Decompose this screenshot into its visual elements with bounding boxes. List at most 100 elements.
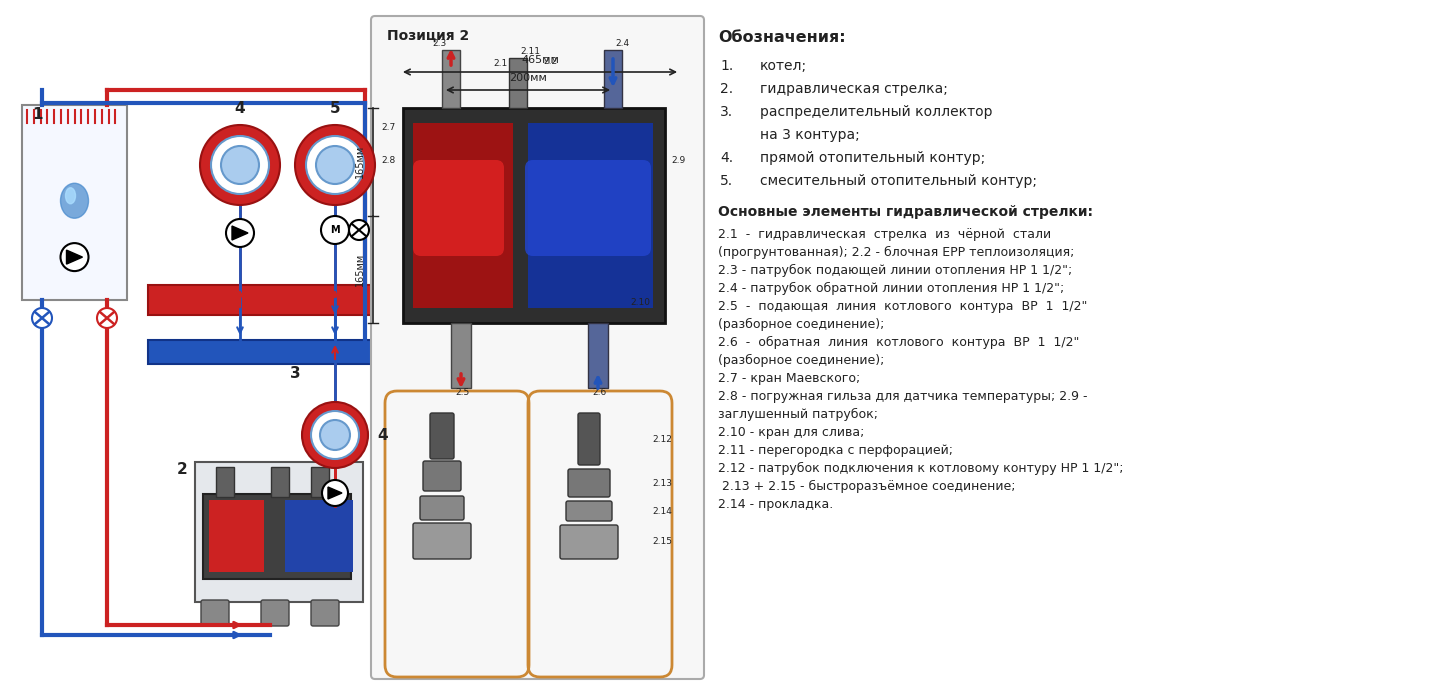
Text: 1: 1	[31, 107, 43, 122]
Text: смесительный отопительный контур;: смесительный отопительный контур;	[760, 174, 1037, 188]
Text: 2.3: 2.3	[432, 39, 446, 48]
Text: гидравлическая стрелка;: гидравлическая стрелка;	[760, 82, 947, 96]
Circle shape	[294, 125, 374, 205]
FancyBboxPatch shape	[442, 50, 460, 108]
Circle shape	[312, 411, 359, 459]
FancyBboxPatch shape	[413, 123, 513, 308]
Text: распределительный коллектор: распределительный коллектор	[760, 105, 993, 119]
Circle shape	[320, 420, 350, 450]
FancyBboxPatch shape	[216, 467, 234, 497]
Circle shape	[316, 146, 354, 184]
Polygon shape	[231, 226, 249, 240]
Circle shape	[60, 243, 89, 271]
Circle shape	[226, 219, 254, 247]
Circle shape	[31, 308, 51, 328]
Text: 2.14 - прокладка.: 2.14 - прокладка.	[717, 498, 833, 511]
Text: заглушенный патрубок;: заглушенный патрубок;	[717, 408, 877, 421]
Text: 5.: 5.	[720, 174, 733, 188]
FancyBboxPatch shape	[413, 523, 472, 559]
Text: (разборное соединение);: (разборное соединение);	[717, 354, 885, 367]
Text: 2.4 - патрубок обратной линии отопления НР 1 1/2";: 2.4 - патрубок обратной линии отопления …	[717, 282, 1065, 295]
Text: 2.15: 2.15	[652, 537, 672, 546]
FancyBboxPatch shape	[194, 462, 363, 602]
Text: 2.1  -  гидравлическая  стрелка  из  чёрной  стали: 2.1 - гидравлическая стрелка из чёрной с…	[717, 228, 1052, 241]
FancyBboxPatch shape	[312, 467, 329, 497]
Text: 2.6: 2.6	[592, 388, 606, 397]
Text: 165мм: 165мм	[354, 145, 364, 178]
Text: 5: 5	[330, 101, 340, 116]
Circle shape	[211, 136, 269, 194]
Text: котел;: котел;	[760, 59, 807, 73]
FancyBboxPatch shape	[560, 525, 617, 559]
Text: 3: 3	[290, 366, 300, 381]
Text: 2.8: 2.8	[382, 156, 396, 165]
Text: 465мм: 465мм	[522, 55, 559, 65]
Text: 2.11 - перегородка с перфорацией;: 2.11 - перегородка с перфорацией;	[717, 444, 953, 457]
Text: 1.: 1.	[720, 59, 733, 73]
Circle shape	[322, 216, 349, 244]
FancyBboxPatch shape	[203, 494, 352, 579]
FancyBboxPatch shape	[587, 323, 607, 388]
FancyBboxPatch shape	[452, 323, 472, 388]
FancyBboxPatch shape	[567, 469, 610, 497]
Text: 2.: 2.	[720, 82, 733, 96]
FancyBboxPatch shape	[149, 340, 379, 364]
Text: 2.12 - патрубок подключения к котловому контуру НР 1 1/2";: 2.12 - патрубок подключения к котловому …	[717, 462, 1123, 475]
Text: 4: 4	[234, 101, 246, 116]
FancyBboxPatch shape	[201, 600, 229, 626]
Text: 2.7 - кран Маевского;: 2.7 - кран Маевского;	[717, 372, 860, 385]
FancyBboxPatch shape	[403, 108, 664, 323]
FancyBboxPatch shape	[413, 160, 504, 256]
Text: 2.13: 2.13	[652, 479, 672, 487]
Circle shape	[306, 136, 364, 194]
FancyBboxPatch shape	[420, 496, 464, 520]
Text: 2.12: 2.12	[652, 434, 672, 443]
FancyBboxPatch shape	[527, 123, 653, 308]
Text: 2.11: 2.11	[520, 47, 540, 56]
Ellipse shape	[66, 188, 76, 204]
Text: 3.: 3.	[720, 105, 733, 119]
FancyBboxPatch shape	[577, 413, 600, 465]
FancyBboxPatch shape	[372, 16, 704, 679]
Text: 4.: 4.	[720, 151, 733, 165]
Text: 200мм: 200мм	[509, 73, 547, 83]
Text: 2.4: 2.4	[614, 39, 629, 48]
Text: (разборное соединение);: (разборное соединение);	[717, 318, 885, 331]
Text: Позиция 2: Позиция 2	[387, 29, 469, 43]
FancyBboxPatch shape	[272, 467, 289, 497]
Text: 2.5: 2.5	[454, 388, 469, 397]
Text: 2.13 + 2.15 - быстроразъёмное соединение;: 2.13 + 2.15 - быстроразъёмное соединение…	[717, 480, 1016, 493]
Circle shape	[200, 125, 280, 205]
Text: 2.10 - кран для слива;: 2.10 - кран для слива;	[717, 426, 865, 439]
Polygon shape	[329, 487, 342, 499]
FancyBboxPatch shape	[604, 50, 622, 108]
Circle shape	[97, 308, 117, 328]
FancyBboxPatch shape	[262, 600, 289, 626]
Text: 2: 2	[177, 462, 187, 477]
Text: 2.6  -  обратная  линия  котлового  контура  ВР  1  1/2": 2.6 - обратная линия котлового контура В…	[717, 336, 1079, 349]
Text: Основные элементы гидравлической стрелки:: Основные элементы гидравлической стрелки…	[717, 205, 1093, 219]
FancyBboxPatch shape	[21, 105, 127, 300]
Text: 4: 4	[377, 428, 387, 443]
Text: 2.2: 2.2	[543, 57, 557, 66]
Circle shape	[322, 480, 349, 506]
Text: Обозначения:: Обозначения:	[717, 30, 846, 45]
Text: (прогрунтованная); 2.2 - блочная EPP теплоизоляция;: (прогрунтованная); 2.2 - блочная EPP теп…	[717, 246, 1075, 259]
Text: 2.10: 2.10	[630, 298, 650, 307]
Text: 2.7: 2.7	[382, 123, 396, 132]
FancyBboxPatch shape	[509, 58, 527, 108]
FancyBboxPatch shape	[284, 500, 353, 572]
Text: M: M	[330, 225, 340, 235]
FancyBboxPatch shape	[524, 160, 652, 256]
Text: на 3 контура;: на 3 контура;	[760, 128, 860, 142]
Circle shape	[349, 220, 369, 240]
FancyBboxPatch shape	[430, 413, 454, 459]
Ellipse shape	[60, 183, 89, 219]
Text: 2.9: 2.9	[672, 156, 686, 165]
FancyBboxPatch shape	[149, 285, 379, 315]
Text: 2.14: 2.14	[652, 507, 672, 516]
Text: 2.8 - погружная гильза для датчика температуры; 2.9 -: 2.8 - погружная гильза для датчика темпе…	[717, 390, 1087, 403]
FancyBboxPatch shape	[566, 501, 612, 521]
FancyBboxPatch shape	[423, 461, 462, 491]
Text: 2.3 - патрубок подающей линии отопления НР 1 1/2";: 2.3 - патрубок подающей линии отопления …	[717, 264, 1072, 277]
